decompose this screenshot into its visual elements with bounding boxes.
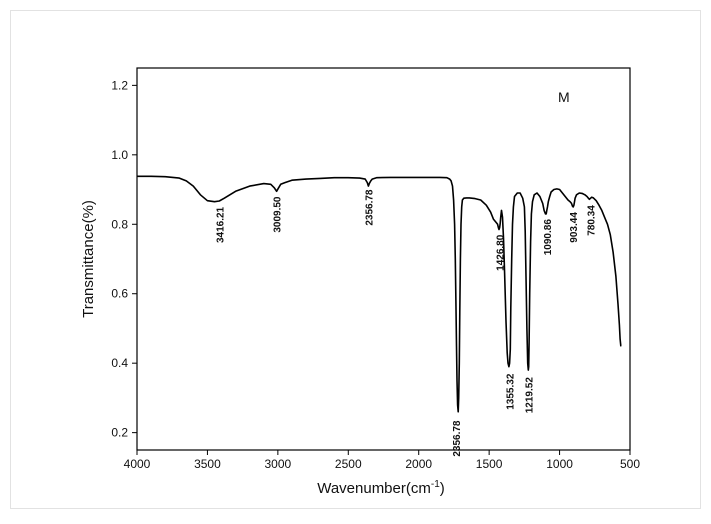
spectrum-line: [137, 175, 622, 413]
x-tick-label: 3500: [194, 457, 221, 471]
x-tick-label: 1500: [476, 457, 503, 471]
x-tick-label: 2000: [405, 457, 432, 471]
peak-label: 2356.78: [364, 189, 375, 226]
x-tick-label: 500: [620, 457, 640, 471]
y-tick-label: 1.2: [111, 78, 128, 92]
x-axis-label-main: Wavenumber(cm: [317, 480, 431, 497]
x-axis-label-superscript: -1: [431, 479, 440, 490]
y-tick-label: 0.4: [111, 356, 128, 370]
peak-label: 780.34: [587, 205, 598, 236]
x-tick-label: 2500: [335, 457, 362, 471]
panel-label: M: [558, 89, 570, 105]
y-tick-label: 1.0: [111, 148, 128, 162]
peak-label: 1219.52: [525, 377, 536, 414]
y-axis-label: Transmittance(%): [80, 200, 97, 318]
y-tick-label: 0.2: [111, 426, 128, 440]
x-tick-label: 4000: [124, 457, 151, 471]
figure-border: [10, 10, 701, 509]
peak-label: 1355.32: [506, 373, 517, 410]
x-axis-label-close: ): [440, 480, 445, 497]
peak-label: 3009.50: [273, 196, 284, 233]
peak-label: 1426.80: [496, 234, 507, 271]
peak-label: 3416.21: [215, 206, 226, 243]
peak-label: 903.44: [569, 212, 580, 243]
y-tick-label: 0.8: [111, 217, 128, 231]
x-tick-label: 1000: [546, 457, 573, 471]
plot-frame: [136, 67, 631, 451]
y-tick-label: 0.6: [111, 287, 128, 301]
x-axis-label: Wavenumber(cm-1): [317, 479, 445, 497]
x-tick-label: 3000: [265, 457, 292, 471]
peak-label: 2356.78: [452, 420, 463, 457]
peak-label: 1090.86: [543, 219, 554, 256]
